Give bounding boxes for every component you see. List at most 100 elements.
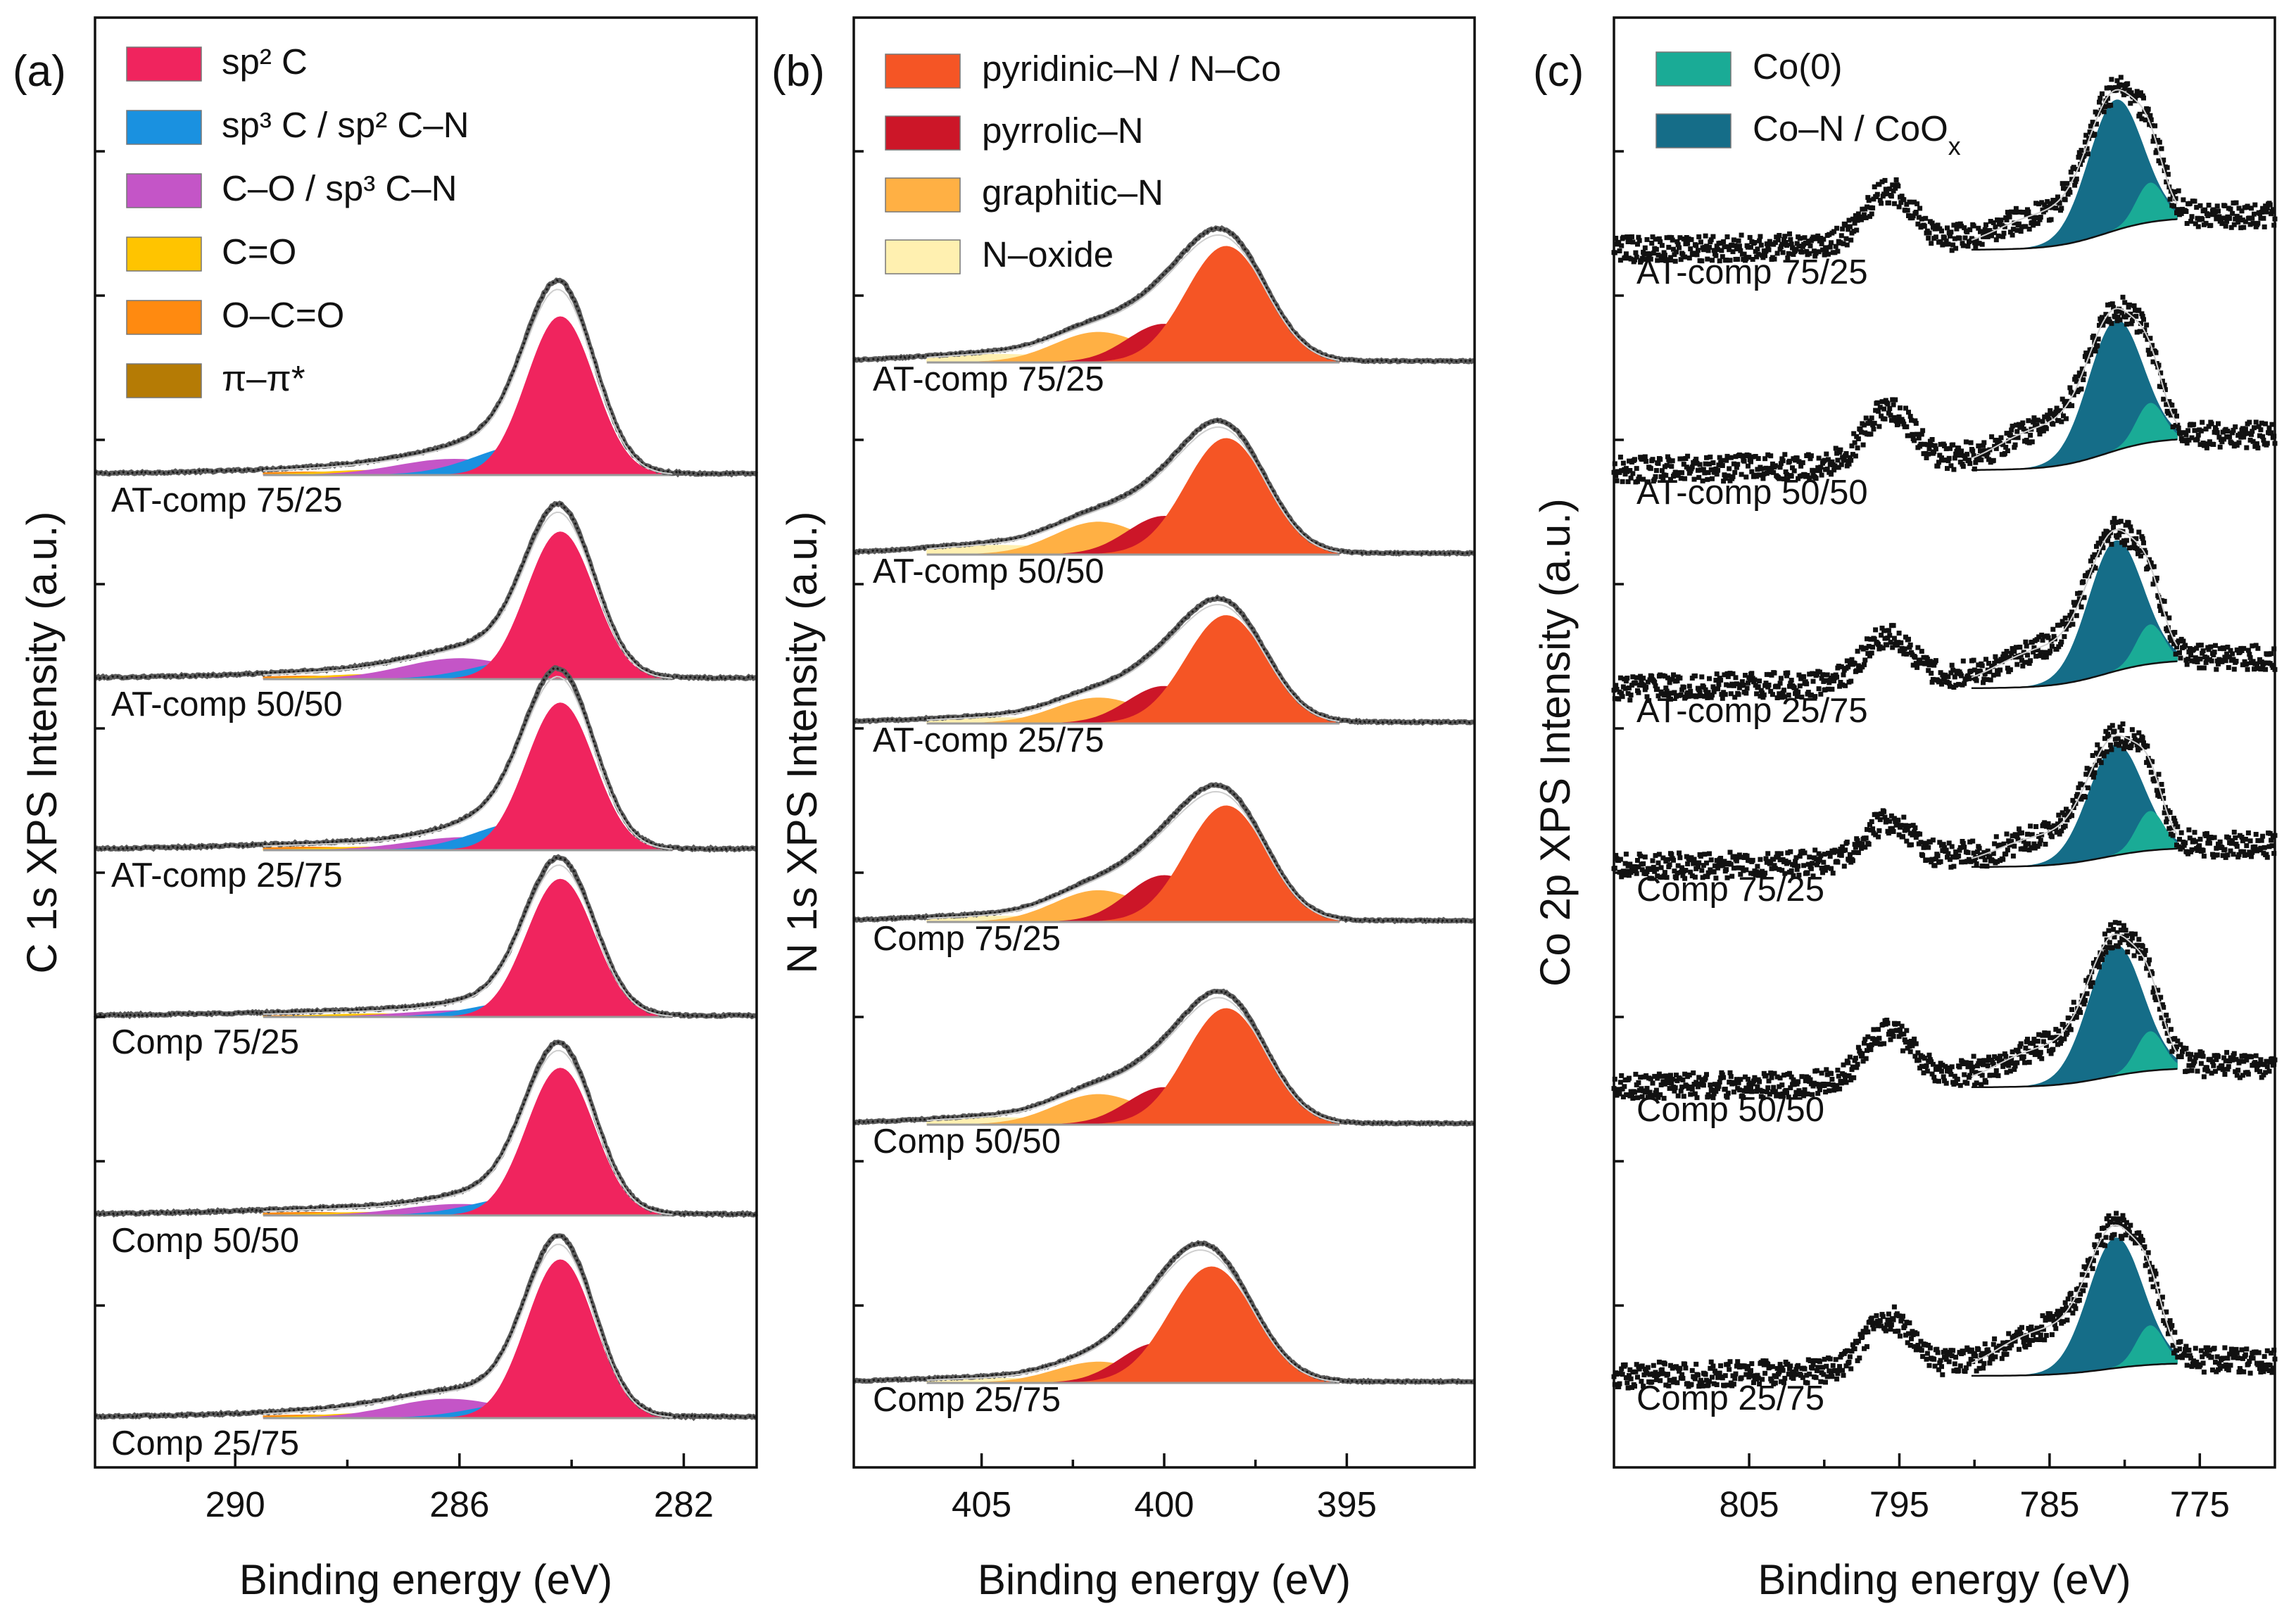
measured-dots-at-comp-75-25 — [94, 279, 757, 476]
spectrum-comp-75-25: Comp 75/25 — [852, 782, 1476, 958]
sample-label-comp-50-50: Comp 50/50 — [873, 1123, 1061, 1161]
measured-line-comp-25-75 — [852, 1239, 1476, 1386]
x-tick-label-c-795: 795 — [1869, 1484, 1929, 1524]
legend-swatch-o-c-o — [126, 300, 202, 335]
measured-dots-comp-25-75 — [94, 1234, 757, 1420]
legend-label-pyridinic-n-n-co: pyridinic–N / N–Co — [982, 49, 1281, 89]
panel-c-frame-group: 805 795 785 775 Binding energy (eV) Co 2p XPS… — [1532, 16, 2276, 1603]
sample-label-at-comp-25-75: AT-comp 25/75 — [111, 857, 343, 895]
spectrum-comp-25-75: Comp 25/75 — [1611, 1211, 2278, 1417]
measured-dots-at-comp-25-75 — [94, 666, 757, 852]
spectrum-at-comp-75-25: AT-comp 75/25 — [1611, 75, 2278, 291]
measured-dots-at-comp-50-50 — [853, 419, 1475, 555]
legend-label-c-o-sp3-c-n: C–O / sp³ C–N — [222, 168, 457, 208]
x-tick-label-a-290: 290 — [206, 1484, 265, 1524]
sample-label-at-comp-25-75: AT-comp 25/75 — [1636, 692, 1868, 730]
sample-label-comp-50-50: Comp 50/50 — [111, 1222, 299, 1260]
spectrum-comp-50-50: Comp 50/50 — [1611, 920, 2278, 1129]
spectrum-at-comp-25-75: AT-comp 25/75 — [852, 594, 1475, 759]
legend-swatch-graphitic-n — [885, 177, 961, 213]
spectrum-at-comp-75-25: AT-comp 75/25 — [852, 225, 1475, 398]
envelope-comp-50-50 — [1971, 933, 2178, 1077]
sample-label-comp-50-50: Comp 50/50 — [1636, 1091, 1824, 1129]
spectrum-at-comp-25-75: AT-comp 25/75 — [1611, 516, 2278, 730]
sample-label-comp-25-75: Comp 25/75 — [1636, 1379, 1824, 1417]
measured-points-at-comp-75-25 — [1611, 75, 2278, 265]
measured-line-comp-75-25 — [93, 854, 757, 1020]
spectrum-at-comp-50-50: AT-comp 50/50 — [1611, 294, 2278, 512]
legend-swatch-co-n-coox — [1655, 113, 1732, 148]
legend-swatch-c-o-sp3-c-n — [126, 173, 202, 208]
envelope-comp-75-25 — [263, 864, 673, 1017]
y-axis-label-c: Co 2p XPS Intensity (a.u.) — [1532, 498, 1579, 987]
sample-label-comp-75-25: Comp 75/25 — [1636, 871, 1824, 909]
measured-line-comp-75-25 — [852, 782, 1476, 925]
legend-label-sp2-c: sp² C — [222, 42, 308, 82]
spectrum-comp-50-50: Comp 50/50 — [94, 1039, 759, 1260]
legend-swatch-co-0 — [1655, 51, 1732, 87]
envelope-comp-75-25 — [926, 790, 1340, 921]
envelope-comp-50-50 — [263, 1049, 673, 1215]
spectrum-comp-25-75: Comp 25/75 — [852, 1239, 1476, 1419]
legend-swatch-n-oxide — [885, 239, 961, 274]
legend-item-co-n-coox: Co–N / CoOx — [1655, 108, 1961, 160]
panel-a-frame — [94, 16, 758, 1469]
envelope-comp-50-50 — [926, 997, 1340, 1123]
sample-label-at-comp-50-50: AT-comp 50/50 — [111, 685, 343, 723]
envelope-comp-25-75 — [1971, 1224, 2178, 1364]
background-line-at-comp-50-50 — [1971, 438, 2178, 471]
measured-points-at-comp-25-75 — [1611, 516, 2278, 703]
x-tick-label-b-400: 400 — [1134, 1484, 1194, 1524]
background-line-comp-50-50 — [1971, 1068, 2178, 1089]
legend-item-pyrrolic-n: pyrrolic–N — [885, 110, 1144, 151]
legend-item-sp2-c: sp² C — [126, 42, 308, 82]
x-tick-label-b-405: 405 — [952, 1484, 1011, 1524]
sample-label-comp-75-25: Comp 75/25 — [111, 1023, 299, 1061]
x-axis-label-a: Binding energy (eV) — [239, 1556, 612, 1603]
legend-label-co-n-coox: Co–N / CoOx — [1753, 108, 1961, 160]
legend-label-graphitic-n: graphitic–N — [982, 172, 1163, 213]
spectrum-comp-75-25: Comp 75/25 — [1611, 721, 2278, 909]
sample-label-at-comp-75-25: AT-comp 75/25 — [873, 360, 1104, 398]
sample-label-at-comp-75-25: AT-comp 75/25 — [111, 481, 343, 519]
panel-b-frame-group: 405 400 395 Binding energy (eV) N 1s XPS Int… — [771, 16, 1476, 1603]
x-tick-label-c-785: 785 — [2019, 1484, 2079, 1524]
envelope-at-comp-75-25 — [926, 234, 1340, 361]
legend-label-sp3-c-sp2-c-n: sp³ C / sp² C–N — [222, 105, 469, 145]
sample-label-at-comp-50-50: AT-comp 50/50 — [873, 552, 1104, 590]
legend-swatch-c-o — [126, 236, 202, 272]
background-line-at-comp-75-25 — [1971, 218, 2178, 251]
panel-label-a: (a) — [13, 47, 66, 96]
legend-item-c-o-sp3-c-n: C–O / sp³ C–N — [126, 168, 457, 208]
envelope-at-comp-75-25 — [263, 289, 673, 475]
panel-a-frame-group: 290 286 282 Binding energy (eV) C 1s XPS Int… — [13, 16, 758, 1603]
legend-item-o-c-o: O–C=O — [126, 295, 344, 335]
panel-label-c: (c) — [1533, 47, 1584, 96]
envelope-at-comp-75-25 — [1971, 89, 2178, 241]
legend-item-graphitic-n: graphitic–N — [885, 172, 1163, 213]
panel-b-group: AT-comp 75/25 AT-comp 50/50 AT-comp 25/75 C… — [852, 225, 1476, 1419]
envelope-at-comp-25-75 — [926, 603, 1340, 723]
spectrum-comp-75-25: Comp 75/25 — [93, 854, 757, 1061]
sample-label-comp-25-75: Comp 25/75 — [111, 1424, 299, 1462]
legend-c: Co(0) Co–N / CoOx — [1655, 46, 1961, 160]
legend-item-c-o: C=O — [126, 232, 296, 272]
panel-label-b: (b) — [771, 47, 825, 96]
measured-dots-comp-50-50 — [94, 1041, 757, 1217]
envelope-at-comp-50-50 — [926, 426, 1340, 553]
legend-label-pi-pi: π–π* — [222, 358, 305, 398]
legend-swatch-pyrrolic-n — [885, 115, 961, 151]
x-tick-label-b-395: 395 — [1317, 1484, 1377, 1524]
legend-swatch-sp3-c-sp2-c-n — [126, 110, 202, 145]
x-tick-label-a-282: 282 — [654, 1484, 714, 1524]
legend-item-pi-pi: π–π* — [126, 358, 305, 398]
measured-points-comp-75-25 — [1611, 721, 2278, 881]
panel-c-frame — [1613, 16, 2276, 1469]
legend-item-n-oxide: N–oxide — [885, 234, 1114, 274]
spectrum-at-comp-25-75: AT-comp 25/75 — [94, 665, 758, 895]
x-tick-label-a-286: 286 — [429, 1484, 489, 1524]
sample-label-at-comp-25-75: AT-comp 25/75 — [873, 721, 1104, 759]
measured-points-at-comp-50-50 — [1611, 294, 2278, 485]
legend-swatch-pi-pi — [126, 363, 202, 398]
